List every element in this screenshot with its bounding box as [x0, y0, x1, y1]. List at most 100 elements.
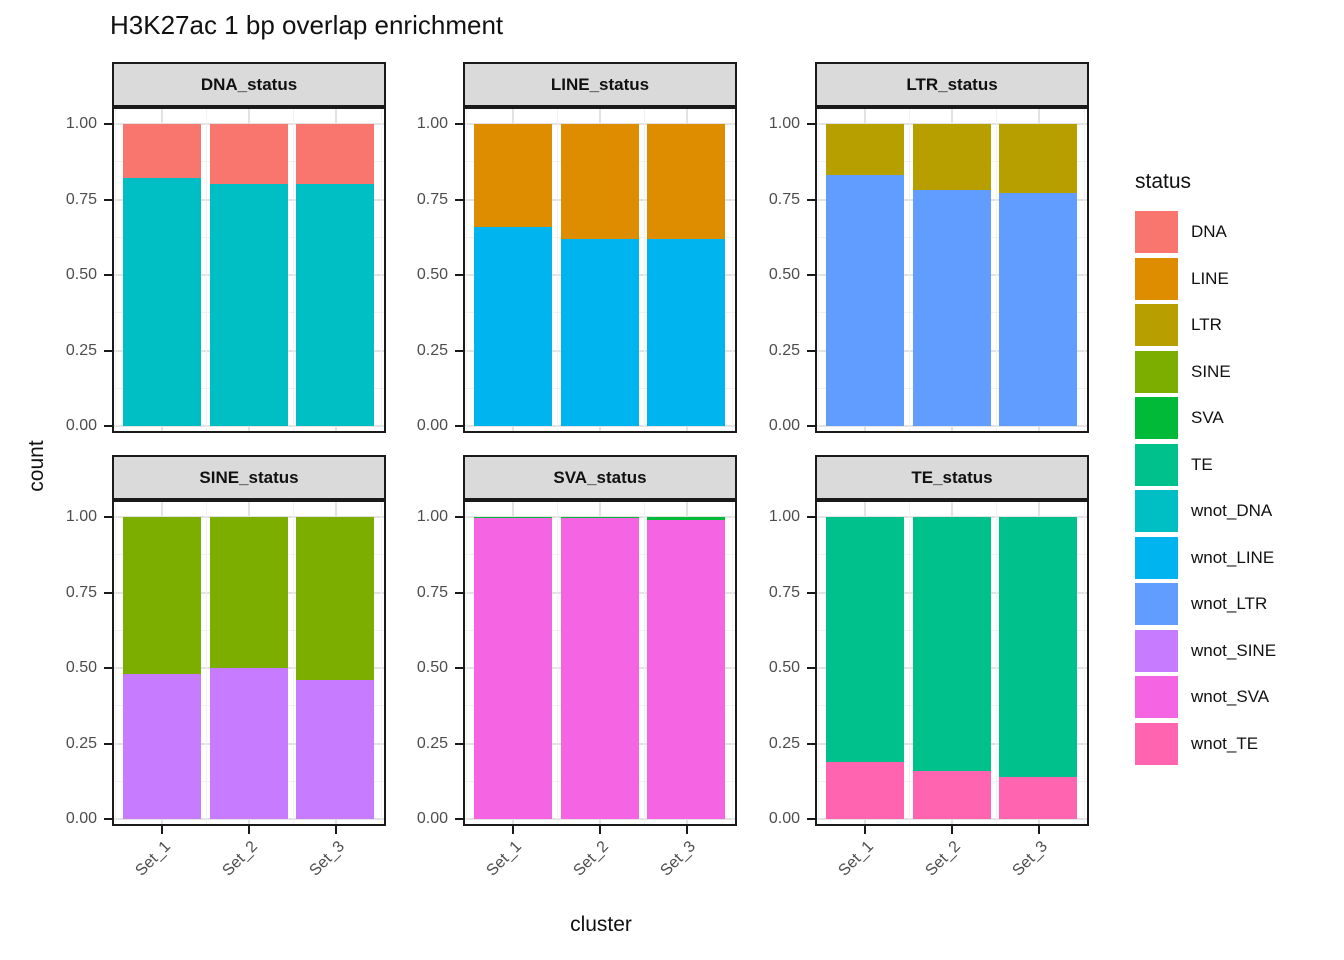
legend-swatch-DNA [1135, 211, 1178, 253]
facet-panel [112, 107, 386, 433]
y-tick-mark [104, 818, 112, 820]
y-tick-label: 0.00 [416, 810, 448, 827]
legend-label: wnot_LTR [1191, 594, 1268, 613]
facet-strip: LTR_status [815, 62, 1089, 107]
bar-segment-TE [912, 517, 991, 771]
y-tick-label: 0.00 [416, 417, 448, 434]
gridline-minor [205, 502, 207, 824]
x-tick-mark [512, 826, 514, 834]
panel-plot-area [114, 109, 384, 431]
y-tick-label: 1.00 [416, 508, 448, 525]
bar-segment-wnot_SVA [474, 517, 552, 819]
bar-segment-wnot_SVA [560, 517, 639, 819]
y-tick-mark [104, 123, 112, 125]
gridline-minor [908, 109, 910, 431]
y-tick-mark [807, 818, 815, 820]
bar-segment-wnot_LTR [999, 193, 1077, 426]
y-tick-mark [104, 274, 112, 276]
y-tick-mark [807, 425, 815, 427]
legend-title: status [1135, 170, 1192, 193]
facet-cell: DNA_status 1.00 0.75 0.50 0.25 0.00 [35, 62, 386, 434]
facet-panel [463, 500, 737, 826]
y-tick-label: 0.75 [768, 583, 800, 601]
y-tick-label: 0.25 [768, 734, 800, 752]
y-tick-label: 0.50 [768, 659, 800, 676]
bar-segment-SVA [560, 516, 639, 518]
gridline-minor [466, 109, 467, 431]
x-tick-mark [685, 826, 688, 834]
bar-segment-wnot_LTR [826, 175, 904, 426]
y-tick-label: 1.00 [65, 508, 97, 525]
legend-label: DNA [1191, 222, 1227, 241]
y-axis-title: count [25, 440, 48, 492]
y-tick-mark [455, 198, 463, 201]
y-tick-mark [455, 274, 463, 276]
bar-segment-wnot_LINE [474, 226, 552, 426]
bar-segment-wnot_DNA [123, 178, 201, 426]
legend-label: wnot_LINE [1191, 547, 1275, 567]
panel-plot-area [465, 502, 735, 824]
facet-panel [815, 107, 1089, 433]
x-tick-label: Set_3 [305, 838, 348, 880]
gridline-minor [556, 502, 558, 824]
y-tick-mark [807, 349, 815, 352]
legend-swatch-TE [1135, 443, 1178, 486]
y-tick-label: 0.75 [768, 190, 800, 208]
facet-strip: SINE_status [112, 455, 386, 500]
gridline-minor [381, 502, 382, 824]
y-tick-label: 0.25 [768, 341, 800, 359]
panel-plot-area [114, 502, 384, 824]
legend-item: LINE [1135, 257, 1344, 300]
facet-cell: SINE_status 1.00 0.75 0.50 0.25 0.00 Set_1 Set_… [35, 455, 386, 880]
bar-segment-SVA [647, 517, 725, 520]
y-tick-mark [455, 667, 463, 669]
facet-strip: LINE_status [463, 62, 737, 107]
y-tick-mark [455, 425, 463, 427]
y-tick-mark [807, 667, 815, 669]
y-tick-mark [455, 818, 463, 820]
gridline-minor [381, 109, 382, 431]
bar-segment-SVA [474, 516, 552, 518]
gridline-minor [1084, 109, 1085, 431]
x-tick-mark [951, 826, 953, 834]
x-tick-mark [334, 826, 337, 834]
bar-segment-wnot_TE [826, 761, 904, 819]
gridline-minor [115, 109, 116, 431]
gridline-minor [205, 109, 207, 431]
legend-swatch-wnot_LTR [1135, 583, 1178, 625]
gridline-minor [466, 502, 467, 824]
gridline-minor [292, 502, 294, 824]
gridline-minor [1084, 502, 1085, 824]
y-tick-label: 0.50 [65, 266, 97, 283]
y-tick-mark [455, 349, 463, 352]
gridline-minor [908, 502, 910, 824]
bar-segment-SINE [123, 517, 201, 675]
y-tick-mark [455, 516, 463, 518]
y-tick-mark [104, 425, 112, 427]
y-tick-label: 0.25 [65, 734, 97, 752]
y-tick-label: 0.50 [65, 659, 97, 676]
y-tick-label: 1.00 [768, 508, 800, 525]
bar-segment-wnot_SINE [296, 680, 374, 819]
legend-swatch-wnot_SINE [1135, 629, 1178, 672]
bar-segment-wnot_LINE [647, 238, 725, 426]
gridline-minor [818, 109, 819, 431]
legend-label: wnot_TE [1191, 733, 1259, 753]
facet-strip: TE_status [815, 455, 1089, 500]
legend-items: DNA LINE LTR SINE SVA TE wnot_DNA wnot_LINE wnot… [1135, 211, 1344, 765]
facet-strip: DNA_status [112, 62, 386, 107]
gridline-minor [732, 109, 733, 431]
bar-segment-wnot_TE [999, 776, 1077, 819]
legend-label: LTR [1191, 315, 1222, 334]
facet-cell: SVA_status 1.00 0.75 0.50 0.25 0.00 Set_1 Set_2… [386, 455, 737, 880]
y-tick-label: 0.75 [65, 190, 97, 208]
legend-item: SINE [1135, 350, 1344, 393]
bar-segment-LINE [474, 124, 552, 227]
facet-cell: LINE_status 1.00 0.75 0.50 0.25 0.00 [386, 62, 737, 434]
panel-plot-area [817, 109, 1087, 431]
facet-cell: LTR_status 1.00 0.75 0.50 0.25 0.00 [738, 62, 1089, 434]
x-tick-mark [864, 826, 866, 834]
y-tick-label: 1.00 [768, 115, 800, 132]
y-tick-label: 0.75 [416, 583, 448, 601]
x-tick-mark [1037, 826, 1040, 834]
